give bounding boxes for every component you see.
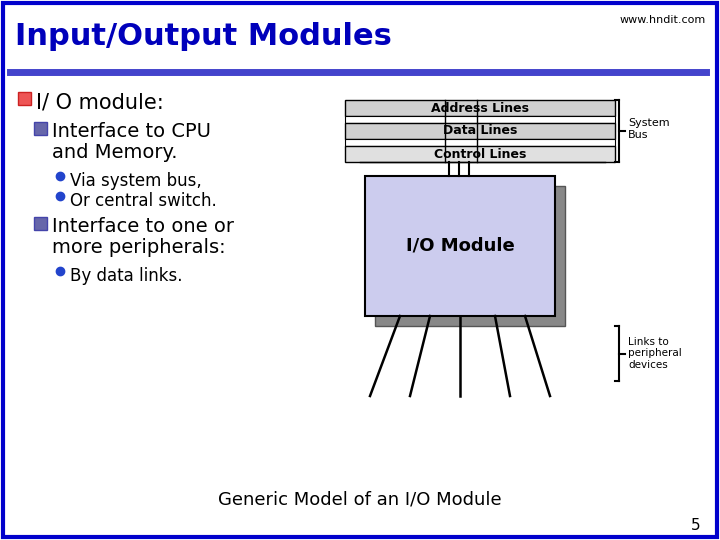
Text: Address Lines: Address Lines (431, 102, 529, 114)
Text: System
Bus: System Bus (628, 118, 670, 140)
Text: 5: 5 (690, 517, 700, 532)
Bar (345, 139, 615, 146)
Text: I/ O module:: I/ O module: (36, 92, 163, 112)
Bar (375, 186, 565, 326)
Bar (34, 217, 47, 230)
Text: By data links.: By data links. (70, 267, 182, 285)
Text: www.hndit.com: www.hndit.com (620, 15, 706, 25)
Text: Control Lines: Control Lines (434, 147, 526, 160)
Bar (18, 92, 31, 105)
Text: Interface to one or: Interface to one or (52, 217, 234, 236)
Text: I/O Module: I/O Module (405, 237, 514, 255)
Text: Via system bus,: Via system bus, (70, 172, 202, 190)
Bar (34, 122, 47, 135)
Bar (345, 146, 615, 162)
Text: Data Lines: Data Lines (443, 125, 517, 138)
Text: and Memory.: and Memory. (52, 143, 178, 162)
Text: more peripherals:: more peripherals: (52, 238, 225, 257)
Text: Or central switch.: Or central switch. (70, 192, 217, 210)
Text: Input/Output Modules: Input/Output Modules (15, 22, 392, 51)
Text: Interface to CPU: Interface to CPU (52, 122, 211, 141)
Bar (345, 116, 615, 123)
Bar (345, 100, 615, 116)
Bar (345, 123, 615, 139)
Text: Links to
peripheral
devices: Links to peripheral devices (628, 337, 682, 370)
Text: Generic Model of an I/O Module: Generic Model of an I/O Module (218, 491, 502, 509)
Bar (365, 176, 555, 316)
